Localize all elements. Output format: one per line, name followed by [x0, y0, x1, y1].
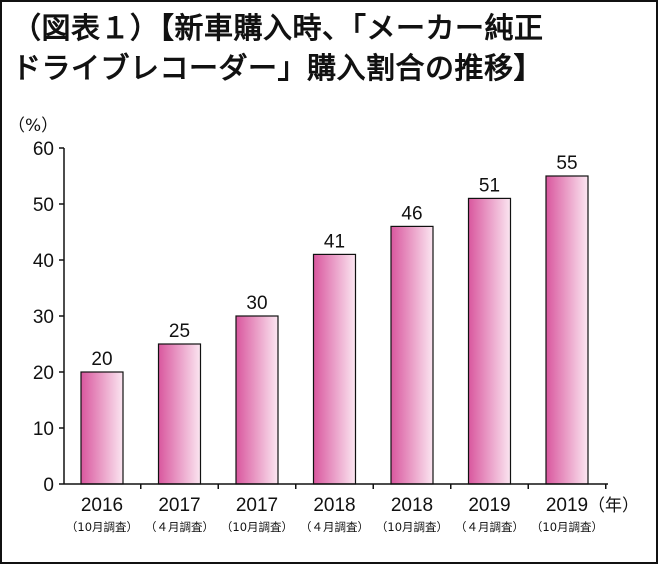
- bar-value-label: 30: [246, 293, 267, 314]
- x-category-year-label: 2017: [158, 495, 200, 516]
- x-category-year-label: 2016: [81, 495, 123, 516]
- chart-title-line-2: ドライブレコーダー」購入割合の推移】: [12, 51, 544, 85]
- x-category-survey-label: （10月調査）: [66, 520, 138, 534]
- x-category-survey-label: （４月調査）: [455, 520, 524, 534]
- bar-value-label: 41: [324, 231, 345, 252]
- bar: [545, 175, 589, 485]
- y-tick-label: 60: [33, 139, 54, 160]
- x-category-year-label: 2018: [391, 495, 433, 516]
- y-tick-label: 10: [33, 419, 54, 440]
- bar: [80, 371, 124, 485]
- x-category-year-label: 2019: [546, 495, 588, 516]
- bar: [235, 315, 279, 485]
- y-axis-unit-label: （%）: [8, 116, 58, 136]
- y-tick-label: 50: [33, 195, 54, 216]
- chart-title-line-1: （図表１）【新車購入時、「メーカー純正: [12, 11, 544, 45]
- bar-value-label: 55: [556, 153, 577, 174]
- x-category-survey-label: （４月調査）: [300, 520, 369, 534]
- bar-value-label: 51: [479, 175, 500, 196]
- x-category-survey-label: （10月調査）: [376, 520, 448, 534]
- x-category-survey-label: （10月調査）: [221, 520, 293, 534]
- bar-value-label: 25: [169, 321, 190, 342]
- x-category-year-label: 2019: [468, 495, 510, 516]
- y-tick-label: 30: [33, 307, 54, 328]
- bar: [312, 253, 357, 485]
- bar: [467, 197, 512, 485]
- bars-group: 20 25 30 41 46 51 55: [80, 153, 589, 485]
- x-category-survey-label: （４月調査）: [145, 520, 214, 534]
- x-category-year-label: 2017: [236, 495, 278, 516]
- bar: [157, 343, 202, 485]
- bar-value-label: 46: [401, 203, 422, 224]
- x-category-year-label: 2018: [313, 495, 355, 516]
- y-tick-label: 0: [43, 475, 54, 496]
- bar: [390, 225, 434, 485]
- y-tick-label: 40: [33, 251, 54, 272]
- x-category-survey-label: （10月調査）: [531, 520, 603, 534]
- x-axis: 2016 （10月調査） 2017 （４月調査） 2017 （10月調査） 2018 （４月調…: [64, 483, 608, 534]
- bar-value-label: 20: [91, 349, 112, 370]
- x-axis-unit-label: （年）: [588, 496, 639, 516]
- chart-title: （図表１）【新車購入時、「メーカー純正 ドライブレコーダー」購入割合の推移】: [12, 8, 652, 88]
- y-axis: 0 10 20 30 40 50 60: [33, 139, 65, 496]
- y-tick-label: 20: [33, 363, 54, 384]
